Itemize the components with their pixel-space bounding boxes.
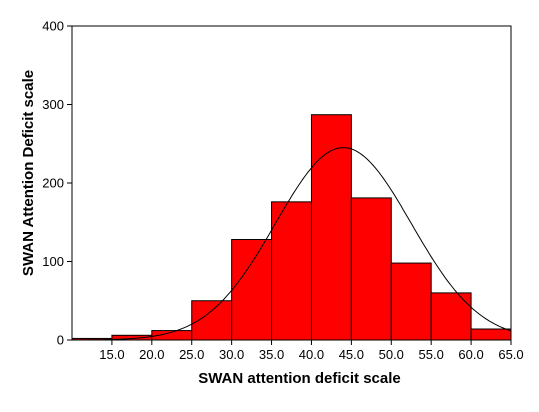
x-axis: 15.0 20.0 25.0 30.0 35.0 40.0 45.0 50.0 55.0 60.0… — [99, 340, 524, 362]
x-tick-label: 65.0 — [498, 347, 523, 362]
y-axis: 0 100 200 300 400 — [42, 19, 72, 348]
y-tick-label: 400 — [42, 19, 64, 34]
x-tick-label: 15.0 — [99, 347, 124, 362]
histogram-bar — [390, 262, 432, 341]
bars-layer — [71, 114, 512, 341]
y-tick-label: 200 — [42, 176, 64, 191]
y-tick-label: 100 — [42, 254, 64, 269]
x-tick-label: 40.0 — [299, 347, 324, 362]
x-tick-label: 60.0 — [458, 347, 483, 362]
histogram-bar — [231, 239, 273, 341]
histogram-bar — [430, 292, 472, 341]
x-tick-label: 25.0 — [179, 347, 204, 362]
x-tick-label: 20.0 — [139, 347, 164, 362]
y-tick-label: 300 — [42, 97, 64, 112]
x-axis-title: SWAN attention deficit scale — [198, 370, 401, 387]
histogram-bar — [271, 201, 312, 341]
x-tick-label: 45.0 — [339, 347, 364, 362]
histogram-bar — [350, 197, 392, 341]
histogram-bar — [470, 328, 512, 341]
histogram-bar — [310, 114, 352, 341]
x-tick-label: 50.0 — [379, 347, 404, 362]
y-axis-title: SWAN Attention Deficit scale — [20, 70, 37, 276]
x-tick-label: 35.0 — [259, 347, 284, 362]
y-tick-label: 0 — [57, 333, 64, 348]
x-tick-label: 30.0 — [219, 347, 244, 362]
normal-curve-line — [72, 147, 512, 341]
x-tick-label: 55.0 — [419, 347, 444, 362]
